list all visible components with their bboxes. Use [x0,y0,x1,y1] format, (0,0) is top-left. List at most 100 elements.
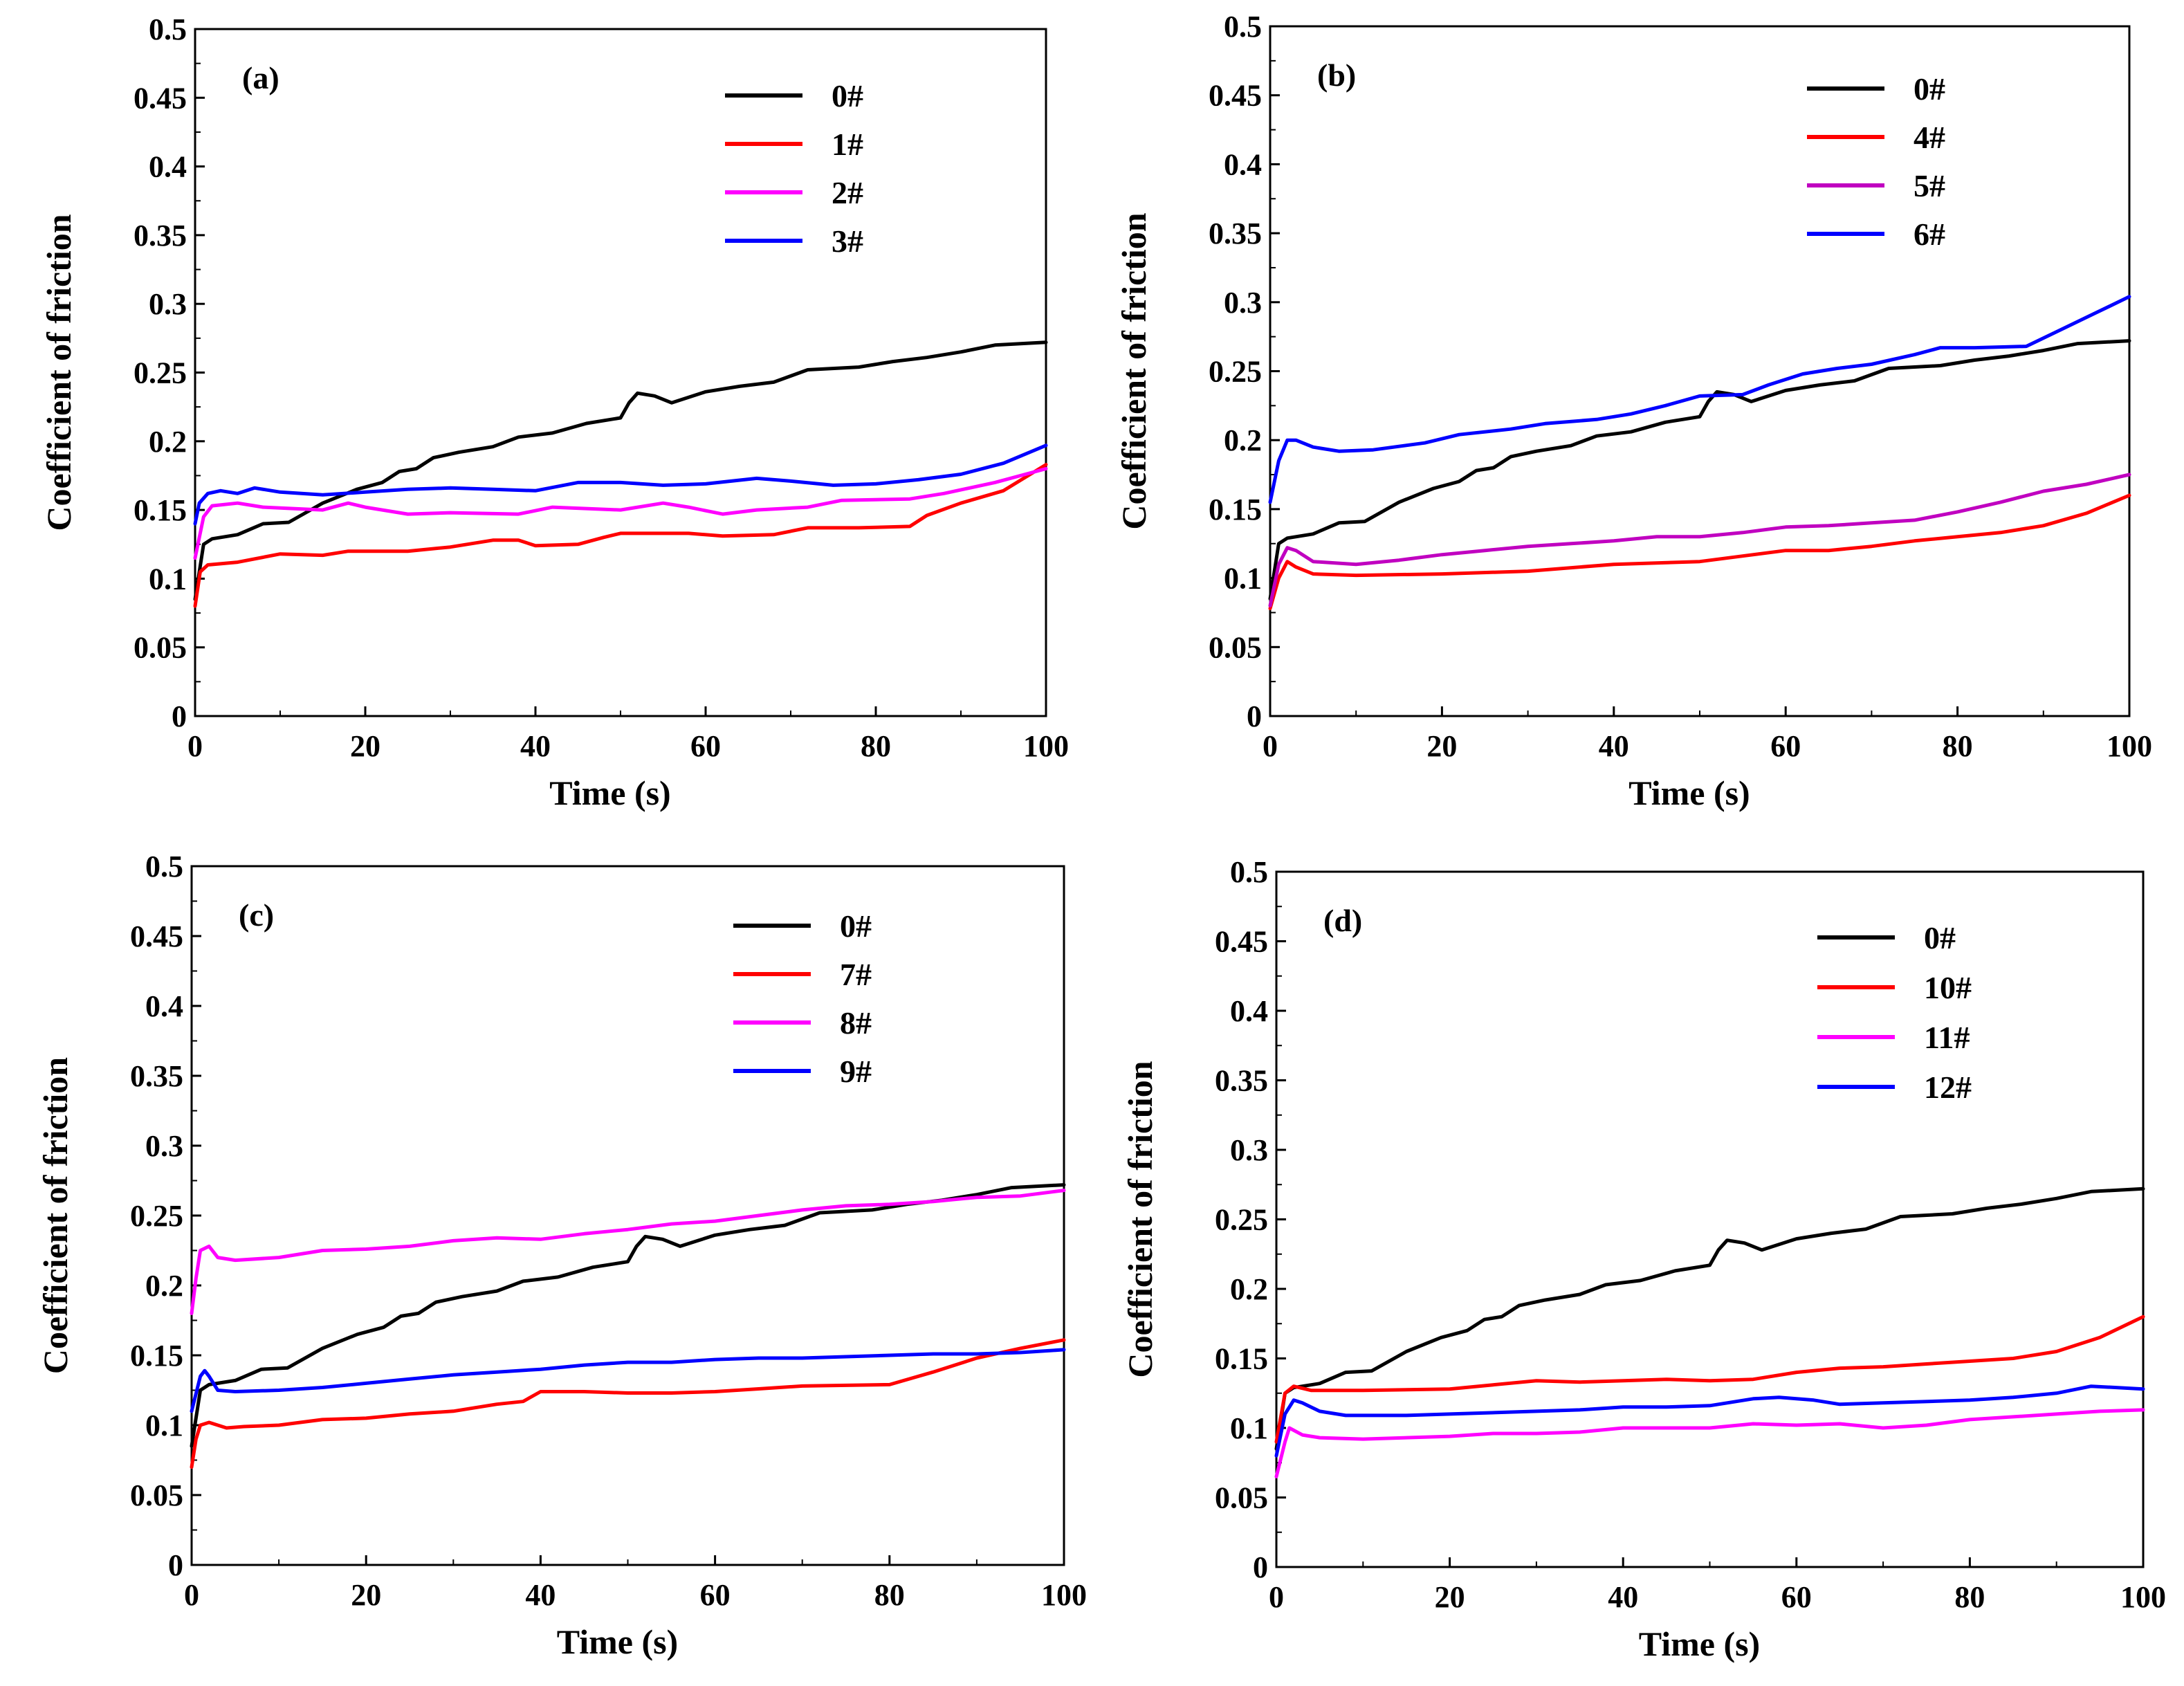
y-tick-label: 0.5 [149,12,187,46]
y-tick-label: 0.05 [1209,630,1262,664]
legend-label: 0# [832,78,863,113]
y-tick-label: 0.25 [130,1199,183,1233]
legend-label: 5# [1914,168,1945,203]
y-tick-label: 0.3 [145,1129,183,1163]
y-tick-label: 0.2 [149,425,187,459]
x-tick-label: 60 [1781,1580,1812,1614]
y-tick-label: 0.45 [1209,79,1262,113]
y-tick-label: 0.15 [134,493,187,527]
series-line-3no [193,443,1048,526]
y-tick-label: 0.4 [1230,994,1268,1028]
x-tick-label: 100 [1041,1578,1087,1612]
x-tick-label: 60 [1770,729,1801,763]
y-tick-label: 0.4 [149,150,187,184]
y-tick-label: 0.35 [1215,1064,1268,1098]
chart-panel-4: 0 0.05 0.1 0.15 0.2 0.25 0.3 0.35 0.4 0.45 0.5 0 20 4… [1121,855,2166,1663]
legend-label: 6# [1914,217,1945,252]
plot-frame [190,865,1065,1566]
x-tick-label: 40 [520,729,551,763]
x-tick-label: 0 [1269,1580,1284,1614]
series-line-5no [1268,473,2131,607]
series-line-2no [193,467,1048,560]
y-tick-label: 0.3 [1224,286,1262,320]
y-tick-label: 0.1 [1230,1411,1268,1445]
plot-frame [1269,25,2131,717]
legend-label: 9# [840,1054,872,1089]
y-axis-title: Coefficient of friction [1121,1061,1159,1377]
panel-label: (d) [1323,903,1362,938]
x-tick-label: 40 [525,1578,556,1612]
panel-label: (b) [1317,57,1356,93]
series-line-0no [193,340,1048,601]
series-line-8no [190,1189,1066,1315]
legend-label: 0# [1924,920,1956,955]
x-tick-label: 20 [351,1578,381,1612]
x-tick-label: 80 [874,1578,905,1612]
y-tick-label: 0.1 [145,1409,183,1442]
x-tick-label: 40 [1608,1580,1638,1614]
y-tick-label: 0.3 [1230,1133,1268,1167]
x-tick-label: 80 [1954,1580,1985,1614]
x-axis-title: Time (s) [1639,1624,1760,1663]
x-tick-label: 20 [1435,1580,1465,1614]
y-tick-label: 0.15 [1215,1342,1268,1376]
legend-label: 4# [1914,120,1945,155]
y-axis-title: Coefficient of friction [39,214,78,531]
series-line-0no [1274,1186,2145,1451]
y-tick-label: 0.45 [130,919,183,953]
y-tick-label: 0.2 [145,1269,183,1303]
y-tick-label: 0 [1247,699,1262,733]
y-tick-label: 0.4 [145,989,183,1023]
legend-label: 0# [840,908,872,944]
legend-label: 7# [840,957,872,992]
y-tick-label: 0.25 [1209,355,1262,389]
y-tick-label: 0.45 [1215,925,1268,959]
chart-panel-2: 0 0.05 0.1 0.15 0.2 0.25 0.3 0.35 0.4 0.45 0.5 0 20 4… [1114,10,2152,812]
y-tick-label: 0.35 [1209,217,1262,250]
series-line-0no [190,1183,1066,1448]
y-tick-label: 0.25 [134,356,187,390]
y-tick-label: 0.3 [149,287,187,321]
x-tick-label: 20 [1426,729,1457,763]
y-tick-label: 0.05 [134,631,187,665]
x-axis-title: Time (s) [549,773,670,812]
legend-label: 8# [840,1005,872,1041]
y-tick-label: 0 [1253,1550,1268,1584]
series-line-10no [1274,1314,2145,1444]
y-tick-label: 0.5 [145,850,183,883]
y-tick-label: 0.35 [130,1059,183,1093]
y-axis-title: Coefficient of friction [36,1057,75,1374]
y-axis-title: Coefficient of friction [1114,212,1153,529]
y-tick-label: 0.35 [134,219,187,253]
plot-frame [194,28,1047,717]
series-line-12no [1274,1384,2145,1458]
series-line-11no [1274,1408,2145,1478]
x-axis-title: Time (s) [557,1622,678,1661]
y-tick-label: 0 [172,699,187,733]
x-tick-label: 100 [1023,729,1069,763]
series-line-1no [193,463,1048,608]
x-axis-title: Time (s) [1628,773,1750,812]
series-line-4no [1268,493,2131,610]
legend-label: 0# [1914,71,1945,107]
y-tick-label: 0.25 [1215,1203,1268,1237]
x-tick-label: 0 [1263,729,1278,763]
panel-label: (a) [242,60,279,95]
x-tick-label: 0 [187,729,203,763]
y-tick-label: 0.05 [130,1478,183,1512]
x-tick-label: 40 [1599,729,1629,763]
y-tick-label: 0.2 [1224,423,1262,457]
legend-label: 1# [832,127,863,162]
legend-label: 10# [1924,970,1972,1005]
y-tick-label: 0.15 [130,1339,183,1373]
x-tick-label: 20 [350,729,380,763]
y-tick-label: 0.4 [1224,147,1262,181]
x-tick-label: 60 [700,1578,731,1612]
x-tick-label: 80 [861,729,891,763]
y-tick-label: 0.5 [1224,10,1262,44]
legend-label: 12# [1924,1070,1972,1105]
y-tick-label: 0.45 [134,81,187,115]
y-tick-label: 0.1 [1224,562,1262,596]
y-tick-label: 0.05 [1215,1481,1268,1515]
